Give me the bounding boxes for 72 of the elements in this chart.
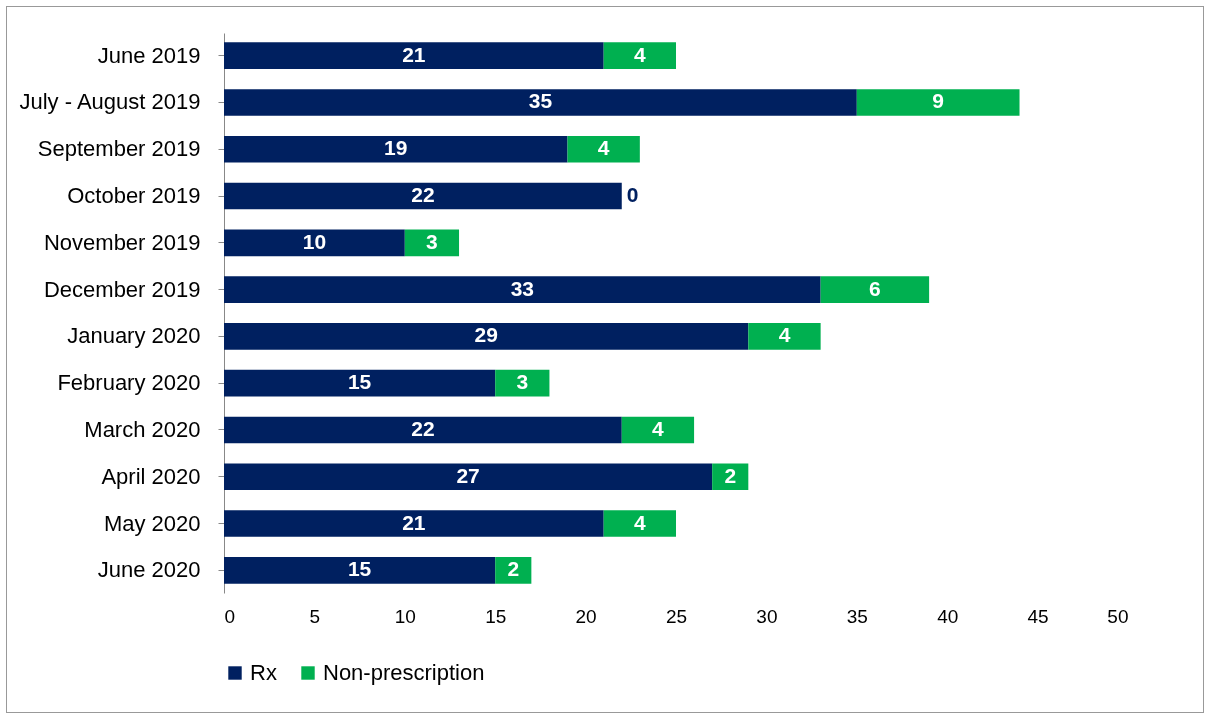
data-label: 4 <box>634 42 646 66</box>
data-label: 3 <box>516 370 529 394</box>
data-label: 33 <box>510 276 534 300</box>
data-label: 4 <box>634 510 646 534</box>
bar <box>224 510 604 537</box>
bar <box>224 42 604 70</box>
bar <box>603 510 676 537</box>
data-label: 0 <box>626 183 639 207</box>
y-tick-label: May 2020 <box>103 510 201 536</box>
x-tick-label: 20 <box>575 605 597 627</box>
bar <box>224 369 496 397</box>
bar <box>224 135 568 163</box>
data-label: 4 <box>597 136 610 160</box>
x-tick-label: 0 <box>224 605 236 627</box>
bar <box>820 276 930 303</box>
bar <box>224 416 622 444</box>
bar <box>748 323 821 350</box>
x-tick-label: 15 <box>485 605 507 627</box>
x-tick-label: 30 <box>756 605 778 627</box>
bar <box>621 416 695 444</box>
data-label: 22 <box>411 416 435 440</box>
bar <box>224 463 713 491</box>
y-tick-label: January 2020 <box>67 323 201 349</box>
x-tick-label: 10 <box>394 605 416 627</box>
bar <box>495 369 550 397</box>
y-tick-label: November 2019 <box>43 229 201 255</box>
x-tick-label: 50 <box>1107 605 1129 627</box>
data-label: 15 <box>347 370 372 394</box>
data-label: 21 <box>402 510 426 534</box>
bar <box>224 276 821 303</box>
data-label: 21 <box>402 42 426 66</box>
data-label: 10 <box>302 229 327 253</box>
bar <box>603 42 676 70</box>
x-tick-label: 40 <box>937 605 959 627</box>
data-label: 2 <box>724 463 737 487</box>
bar <box>567 135 640 163</box>
y-tick-label: April 2020 <box>101 463 201 489</box>
bar <box>856 89 1020 116</box>
legend-label: Rx <box>250 660 277 685</box>
y-tick-label: March 2020 <box>84 416 201 442</box>
data-label: 15 <box>347 557 372 581</box>
x-tick-label: 25 <box>665 605 688 627</box>
y-tick-label: July - August 2019 <box>19 89 201 115</box>
data-label: 6 <box>869 276 881 300</box>
bar <box>224 556 496 584</box>
y-tick-label: June 2019 <box>97 42 201 68</box>
legend-label: Non-prescription <box>323 660 485 685</box>
y-tick-label: October 2019 <box>67 183 201 209</box>
data-label: 2 <box>507 557 520 581</box>
y-tick-label: February 2020 <box>57 370 201 396</box>
bar <box>224 229 405 257</box>
x-tick-label: 5 <box>309 605 321 627</box>
x-tick-label: 35 <box>846 605 868 627</box>
data-label: 27 <box>456 463 480 487</box>
bar <box>224 89 857 116</box>
bar <box>224 323 749 350</box>
y-tick-label: December 2019 <box>43 276 201 302</box>
bar <box>712 463 749 491</box>
bar <box>404 229 460 257</box>
x-tick-label: 45 <box>1027 605 1049 627</box>
y-tick-label: June 2020 <box>97 557 201 583</box>
y-tick-label: September 2019 <box>37 136 201 162</box>
bar <box>224 182 622 210</box>
data-label: 22 <box>411 183 435 207</box>
data-label: 9 <box>932 89 944 113</box>
data-label: 3 <box>426 229 438 253</box>
data-label: 4 <box>778 323 791 347</box>
bar <box>495 556 532 584</box>
data-label: 35 <box>528 89 553 113</box>
data-label: 29 <box>474 323 498 347</box>
data-label: 4 <box>652 416 665 440</box>
data-label: 19 <box>384 136 408 160</box>
